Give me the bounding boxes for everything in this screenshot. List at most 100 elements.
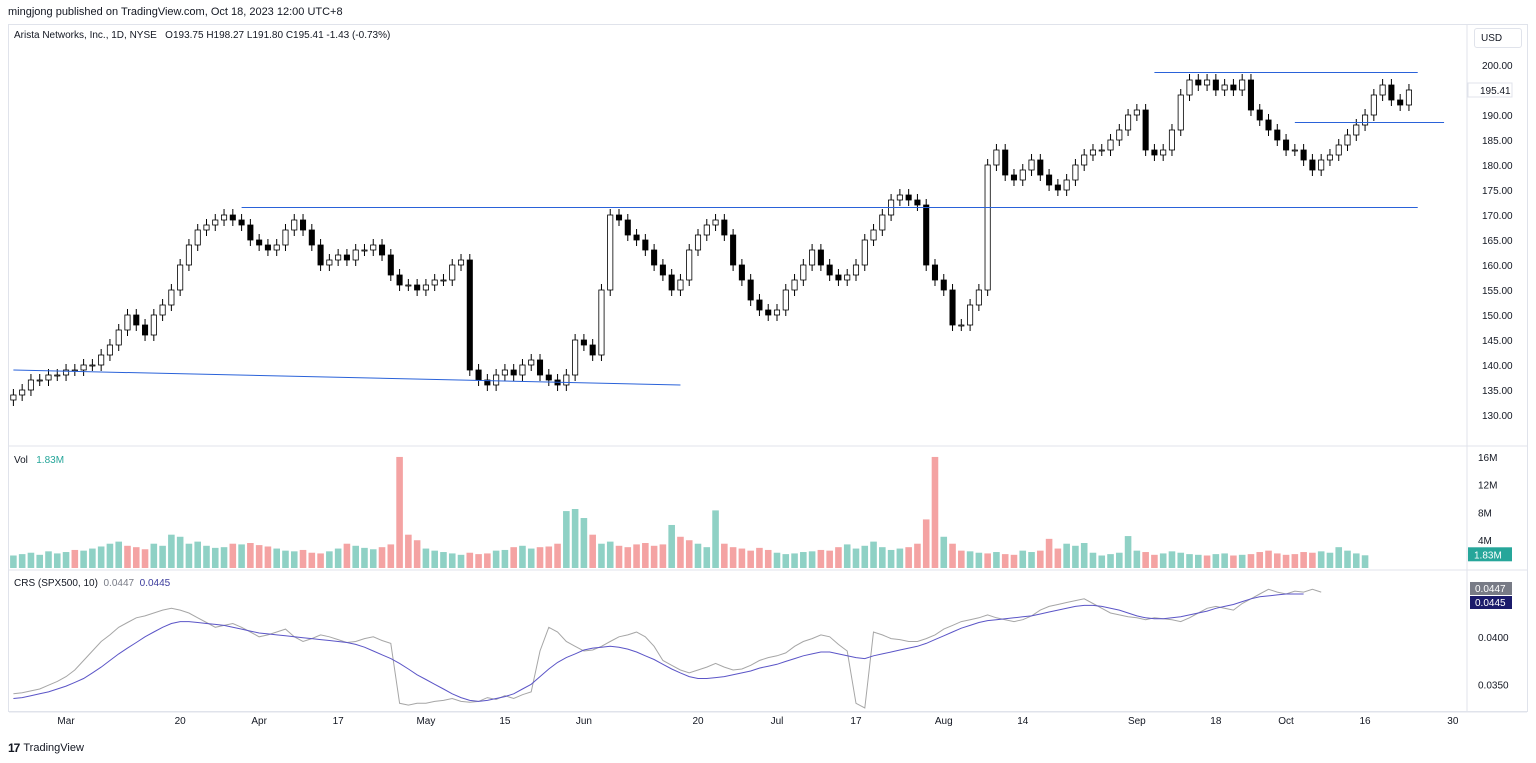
time-tick-label: 16 (1360, 716, 1372, 727)
candle-body (36, 379, 43, 382)
candle-body (624, 219, 631, 236)
candle-body (124, 314, 131, 331)
volume-bar (1317, 551, 1325, 568)
volume-bar (563, 511, 570, 568)
volume-bar (150, 543, 158, 568)
last-price-tag (1467, 82, 1513, 98)
volume-bar (1238, 554, 1246, 568)
candle-body (651, 249, 658, 266)
candle-body (1221, 84, 1228, 91)
volume-bar (211, 547, 219, 568)
volume-bar (914, 543, 921, 568)
volume-bar (922, 519, 930, 568)
candle-body (1247, 79, 1254, 111)
price-tick-label: 175.00 (1482, 186, 1513, 197)
volume-bar (1151, 554, 1158, 568)
volume-bar (1045, 538, 1053, 568)
volume-bar (510, 547, 517, 568)
crs-last-tag (1470, 596, 1512, 609)
volume-bar (826, 550, 833, 568)
crs-last-tag (1470, 582, 1512, 595)
candle-body (273, 244, 280, 251)
volume-bar (1133, 550, 1141, 568)
candle-body (54, 374, 61, 377)
candle-body (229, 214, 236, 221)
volume-bar (1054, 548, 1062, 568)
tradingview-logo-icon: 17 (8, 741, 20, 755)
candle-body (291, 219, 298, 231)
candle-body (826, 264, 833, 276)
candle-body (414, 284, 421, 291)
footer-brand[interactable]: 17 TradingView (8, 741, 84, 755)
volume-bar (369, 549, 377, 568)
volume-bar (1098, 555, 1106, 568)
volume-bar (396, 456, 403, 568)
candle-body (817, 249, 824, 266)
volume-bar (1221, 553, 1228, 568)
volume-bar (457, 554, 465, 568)
candle-body (378, 244, 386, 256)
candle-body (1125, 114, 1132, 131)
volume-bar (80, 550, 87, 568)
volume-bar (431, 550, 438, 568)
volume-bar (843, 544, 851, 568)
volume-bar (220, 547, 228, 568)
volume-bar (721, 543, 728, 568)
time-tick-label: 17 (333, 716, 345, 727)
time-tick-label: Sep (1128, 716, 1146, 727)
volume-bar (703, 547, 711, 568)
volume-legend: Vol 1.83M (14, 455, 64, 466)
time-tick-label: Jul (771, 716, 784, 727)
volume-bar (352, 545, 359, 568)
volume-tick-label: 8M (1478, 508, 1492, 519)
candle-body (598, 289, 605, 356)
candle-body (1072, 164, 1079, 181)
candle-body (308, 229, 315, 246)
candle-body (387, 254, 394, 276)
candle-body (773, 309, 781, 316)
candle-body (475, 369, 482, 381)
volume-tick-label: 16M (1478, 453, 1497, 464)
volume-bar (624, 547, 632, 568)
candle-body (1010, 174, 1018, 181)
price-tick-label: 190.00 (1482, 111, 1513, 122)
volume-bar (168, 534, 175, 568)
volume-bar (27, 552, 35, 568)
candle-body (440, 279, 447, 282)
volume-bar (598, 543, 605, 568)
volume-bar (282, 550, 289, 568)
volume-bar (870, 541, 877, 568)
volume-bar (290, 551, 298, 568)
volume-bar (1028, 552, 1035, 568)
price-tick-label: 150.00 (1482, 311, 1513, 322)
candle-body (782, 289, 789, 311)
volume-bar (492, 550, 500, 568)
volume-bar (466, 552, 474, 568)
volume-bar (1142, 552, 1149, 568)
candle-body (1370, 94, 1377, 116)
candle-body (142, 324, 149, 336)
volume-bar (940, 536, 948, 568)
volume-bar (18, 554, 26, 568)
candle-body (721, 219, 728, 236)
volume-bar (176, 536, 184, 568)
volume-bar (993, 552, 1000, 568)
candle-body (343, 254, 350, 261)
candle-body (1335, 144, 1342, 156)
volume-bar (1080, 543, 1088, 568)
currency-button[interactable]: USD (1474, 28, 1522, 48)
candle-body (45, 374, 52, 381)
volume-bar (1001, 554, 1009, 568)
candle-body (975, 289, 982, 306)
volume-bar (606, 541, 614, 568)
candle-body (572, 339, 579, 376)
price-tick-label: 130.00 (1482, 411, 1513, 422)
volume-bar (835, 547, 842, 568)
volume-bar (1107, 554, 1114, 568)
candle-body (589, 344, 596, 356)
time-tick-label: 20 (692, 716, 704, 727)
candle-body (352, 249, 359, 261)
crs-value-1: 0.0447 (103, 578, 135, 589)
candle-body (457, 259, 465, 266)
